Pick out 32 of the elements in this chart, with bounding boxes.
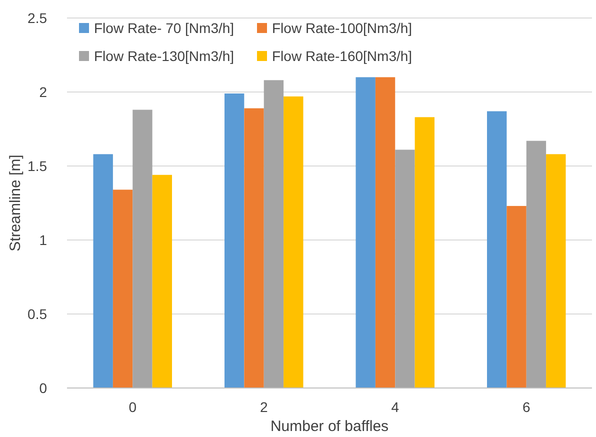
bar <box>546 154 566 388</box>
x-tick-label: 4 <box>391 399 400 415</box>
bar <box>375 77 396 388</box>
x-tick-label: 0 <box>128 399 137 415</box>
legend-label: Flow Rate-160[Nm3/h] <box>272 48 412 64</box>
y-axis-title: Streamline [m] <box>7 154 24 252</box>
bar <box>152 174 172 388</box>
bar <box>356 77 376 388</box>
y-tick-label: 0 <box>39 380 48 396</box>
bar <box>284 96 304 388</box>
bar <box>506 206 526 388</box>
legend-label: Flow Rate-100[Nm3/h] <box>272 20 412 36</box>
bar <box>112 190 133 388</box>
x-tick-label: 2 <box>260 399 268 415</box>
y-tick-label: 2.5 <box>28 10 48 26</box>
legend-label: Flow Rate-130[Nm3/h] <box>94 48 234 64</box>
bar <box>132 110 152 388</box>
bar <box>93 154 113 388</box>
bar <box>414 117 434 388</box>
bar <box>395 150 415 388</box>
bar <box>526 140 546 388</box>
x-tick-label: 6 <box>522 399 530 415</box>
bar <box>487 111 507 388</box>
y-tick-label: 0.5 <box>28 306 48 322</box>
y-tick-label: 2 <box>39 84 48 100</box>
x-axis-title: Number of baffles <box>270 418 389 435</box>
bar <box>244 108 264 388</box>
legend-label: Flow Rate- 70 [Nm3/h] <box>94 20 234 36</box>
y-tick-label: 1.5 <box>28 158 48 174</box>
bar <box>264 80 284 388</box>
bar <box>224 93 244 388</box>
y-tick-label: 1 <box>39 232 48 248</box>
